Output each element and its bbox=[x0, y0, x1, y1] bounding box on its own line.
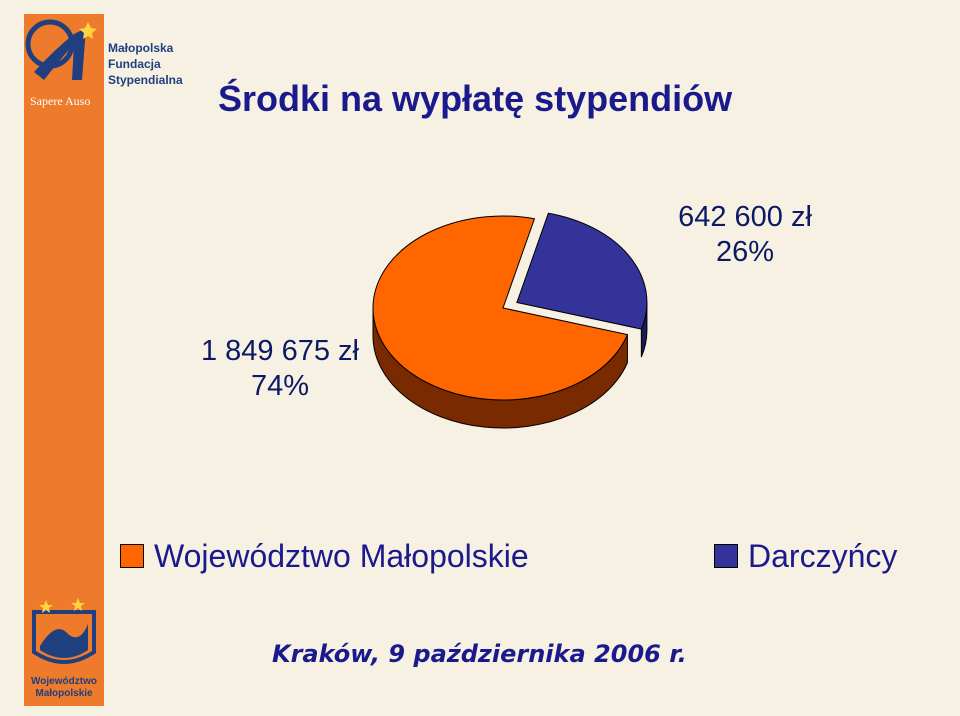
logo-line-1: Małopolska bbox=[108, 41, 174, 55]
legend-swatch-wojewodztwo bbox=[120, 544, 144, 568]
region-name: Województwo Małopolskie bbox=[26, 676, 102, 700]
data-label-wojewodztwo-percent: 74% bbox=[250, 370, 310, 402]
pie-slice-darczyncy bbox=[516, 212, 648, 330]
sidebar-band bbox=[24, 14, 104, 706]
foundation-name: Małopolska Fundacja Stypendialna bbox=[108, 40, 183, 88]
legend-label-darczyncy: Darczyńcy bbox=[748, 537, 898, 574]
foundation-emblem-icon bbox=[25, 19, 97, 80]
legend-swatch-darczyncy bbox=[714, 544, 738, 568]
region-line-2: Małopolskie bbox=[35, 688, 93, 699]
data-label-darczyncy-percent: 26% bbox=[715, 236, 775, 268]
legend-label-wojewodztwo: Województwo Małopolskie bbox=[154, 537, 529, 574]
logo-line-2: Fundacja bbox=[108, 57, 161, 71]
data-label-wojewodztwo: 1 849 675 zł 74% bbox=[170, 334, 390, 404]
logo-line-3: Stypendialna bbox=[108, 73, 183, 87]
region-logo: Województwo Małopolskie bbox=[26, 596, 102, 704]
legend-item-wojewodztwo: Województwo Małopolskie bbox=[120, 536, 529, 576]
region-emblem-icon bbox=[32, 598, 96, 664]
data-label-darczyncy-value: 642 600 zł bbox=[678, 201, 812, 233]
footer-date: Kraków, 9 października 2006 r. bbox=[272, 640, 687, 668]
foundation-logo: Małopolska Fundacja Stypendialna Sapere … bbox=[24, 14, 184, 110]
data-label-darczyncy: 642 600 zł 26% bbox=[650, 200, 840, 270]
region-line-1: Województwo bbox=[31, 676, 97, 687]
legend-item-darczyncy: Darczyńcy bbox=[714, 536, 897, 576]
data-label-wojewodztwo-value: 1 849 675 zł bbox=[200, 335, 359, 367]
logo-motto: Sapere Auso bbox=[30, 94, 91, 108]
page-title: Środki na wypłatę stypendiów bbox=[218, 78, 733, 119]
pie-slice-wojewodztwo bbox=[372, 215, 629, 401]
